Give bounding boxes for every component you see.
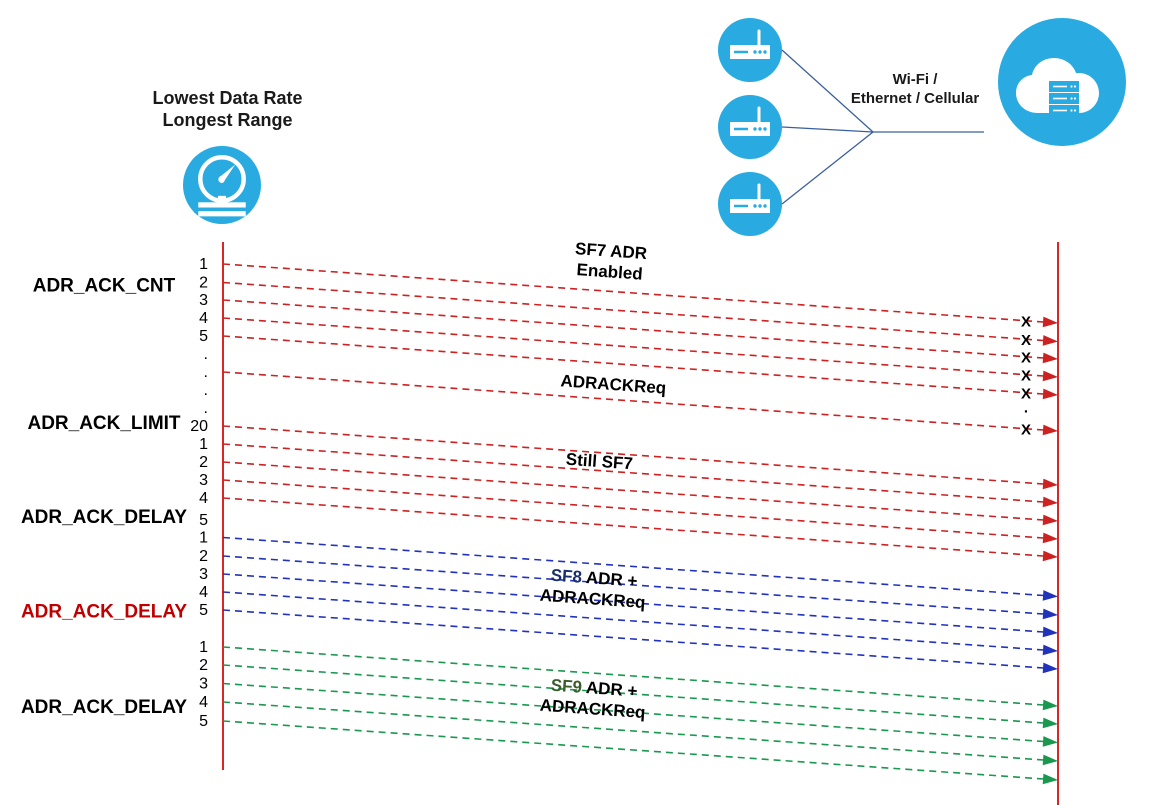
svg-text:20: 20 (190, 418, 208, 435)
svg-text:.: . (204, 400, 208, 417)
svg-text:2: 2 (199, 454, 208, 471)
svg-text:Still SF7: Still SF7 (565, 450, 633, 474)
svg-text:.: . (204, 346, 208, 363)
svg-text:X: X (1021, 314, 1031, 331)
svg-text:ADR_ACK_DELAY: ADR_ACK_DELAY (21, 697, 187, 718)
svg-text:.: . (1024, 400, 1028, 417)
svg-text:1: 1 (199, 639, 208, 656)
svg-text:X: X (1021, 332, 1031, 349)
svg-text:SF7 ADR: SF7 ADR (574, 239, 647, 263)
svg-text:ADR_ACK_CNT: ADR_ACK_CNT (33, 276, 176, 297)
svg-text:4: 4 (199, 310, 208, 327)
svg-text:1: 1 (199, 256, 208, 273)
svg-text:ADR_ACK_DELAY: ADR_ACK_DELAY (21, 507, 187, 528)
svg-text:3: 3 (199, 292, 208, 309)
svg-text:3: 3 (199, 566, 208, 583)
svg-text:X: X (1021, 350, 1031, 367)
svg-text:5: 5 (199, 602, 208, 619)
svg-text:.: . (204, 382, 208, 399)
svg-text:ADRACKReq: ADRACKReq (560, 371, 667, 397)
svg-text:4: 4 (199, 584, 208, 601)
svg-text:1: 1 (199, 436, 208, 453)
svg-text:3: 3 (199, 676, 208, 693)
svg-text:ADR_ACK_DELAY: ADR_ACK_DELAY (21, 602, 187, 623)
svg-text:5: 5 (199, 713, 208, 730)
svg-text:X: X (1021, 368, 1031, 385)
svg-text:2: 2 (199, 548, 208, 565)
svg-text:1: 1 (199, 530, 208, 547)
svg-text:4: 4 (199, 490, 208, 507)
svg-text:4: 4 (199, 694, 208, 711)
svg-text:3: 3 (199, 472, 208, 489)
svg-text:2: 2 (199, 657, 208, 674)
svg-text:X: X (1021, 422, 1031, 439)
svg-text:5: 5 (199, 512, 208, 529)
svg-text:ADR_ACK_LIMIT: ADR_ACK_LIMIT (27, 413, 180, 434)
svg-text:.: . (204, 364, 208, 381)
svg-text:5: 5 (199, 328, 208, 345)
svg-text:Enabled: Enabled (576, 260, 643, 284)
svg-text:2: 2 (199, 275, 208, 292)
